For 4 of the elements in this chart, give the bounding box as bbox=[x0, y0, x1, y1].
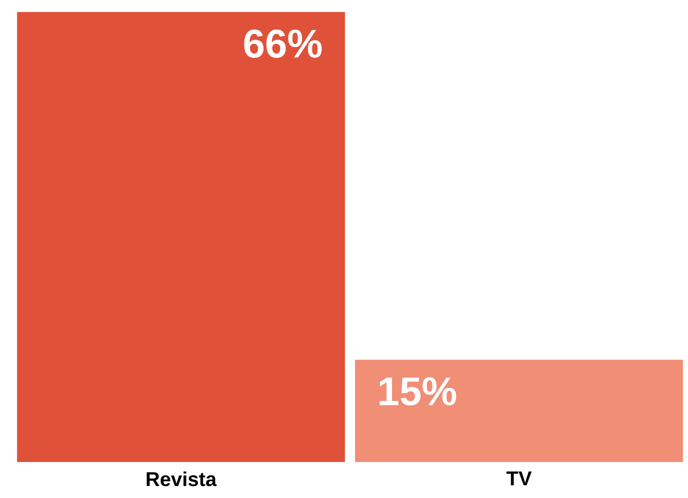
x-tick-label: TV bbox=[506, 472, 532, 486]
x-tick-label: Revista bbox=[146, 472, 217, 486]
data-label: 15% bbox=[380, 377, 456, 406]
data-label: 66% bbox=[244, 30, 322, 58]
